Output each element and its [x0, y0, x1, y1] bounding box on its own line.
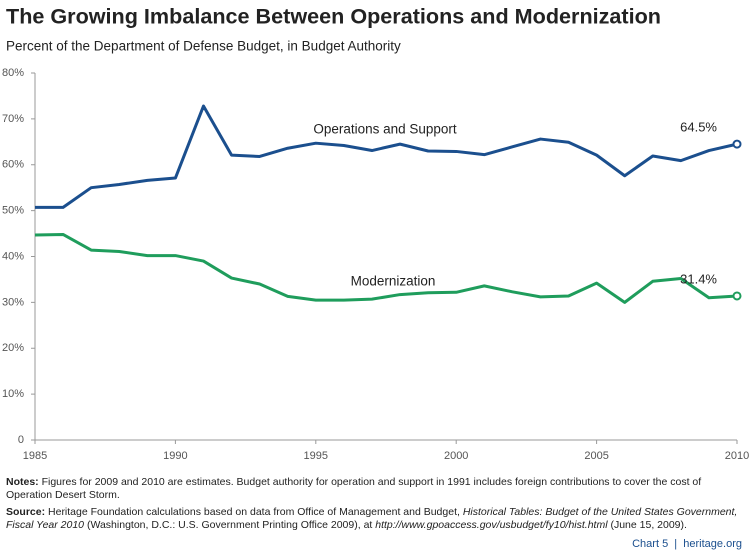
chart: The Growing Imbalance Between Operations… [2, 6, 749, 462]
y-tick-label: 20% [2, 342, 24, 354]
series-label: Operations and Support [313, 122, 457, 137]
y-tick-label: 40% [2, 250, 24, 262]
value-label: 64.5% [680, 120, 717, 135]
x-tick-label: 1990 [163, 450, 187, 462]
source-segment: (Washington, D.C.: U.S. Government Print… [84, 519, 376, 531]
source-segment: (June 15, 2009). [607, 519, 687, 531]
y-tick-label: 70% [2, 113, 24, 125]
end-marker [732, 139, 742, 149]
notes: Notes: Figures for 2009 and 2010 are est… [6, 476, 742, 536]
source-label: Source: [6, 506, 46, 518]
y-tick-label: 0 [18, 434, 24, 446]
y-tick-label: 10% [2, 388, 24, 400]
x-tick-label: 2010 [725, 450, 749, 462]
series-label: Modernization [351, 274, 436, 289]
notes-body: Figures for 2009 and 2010 are estimates.… [6, 476, 702, 501]
chart-title: The Growing Imbalance Between Operations… [6, 6, 661, 29]
y-tick-label: 30% [2, 296, 24, 308]
y-tick-label: 50% [2, 205, 24, 217]
value-label: 31.4% [680, 271, 717, 286]
series-line [34, 232, 738, 304]
chart-number: Chart 5 [632, 538, 669, 550]
x-tick-label: 1995 [304, 450, 328, 462]
footer: Chart 5 | heritage.org [632, 538, 742, 550]
end-marker [732, 291, 742, 301]
y-tick-label: 80% [2, 67, 24, 79]
x-tick-label: 2005 [584, 450, 608, 462]
source-segment: Historical Tables: Budget of the United … [6, 506, 738, 531]
chart-subtitle: Percent of the Department of Defense Bud… [6, 39, 401, 54]
y-tick-label: 60% [2, 159, 24, 171]
site: heritage.org [683, 538, 742, 550]
source-segment: Heritage Foundation calculations based o… [48, 506, 463, 518]
source-text: Source: Heritage Foundation calculations… [6, 506, 742, 532]
notes-text: Notes: Figures for 2009 and 2010 are est… [6, 476, 742, 502]
x-tick-label: 2000 [444, 450, 468, 462]
x-tick-label: 1985 [23, 450, 47, 462]
notes-label: Notes: [6, 476, 39, 488]
source-segment: http://www.gpoaccess.gov/usbudget/fy10/h… [375, 519, 608, 531]
series-line [35, 104, 738, 209]
